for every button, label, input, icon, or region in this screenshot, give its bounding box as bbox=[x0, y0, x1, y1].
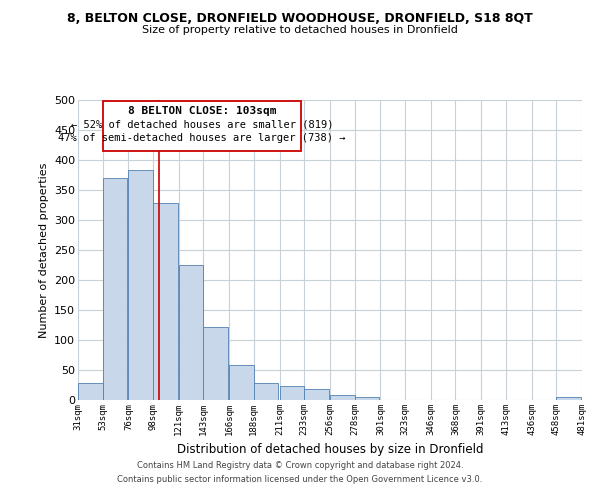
Bar bbox=[179, 265, 203, 400]
Text: Size of property relative to detached houses in Dronfield: Size of property relative to detached ho… bbox=[142, 25, 458, 35]
Bar bbox=[330, 395, 355, 400]
Text: 47% of semi-detached houses are larger (738) →: 47% of semi-detached houses are larger (… bbox=[58, 133, 346, 143]
Text: 8 BELTON CLOSE: 103sqm: 8 BELTON CLOSE: 103sqm bbox=[128, 106, 276, 116]
Bar bbox=[229, 365, 254, 400]
Bar bbox=[556, 397, 581, 400]
Bar bbox=[78, 383, 103, 400]
Text: ← 52% of detached houses are smaller (819): ← 52% of detached houses are smaller (81… bbox=[71, 120, 333, 130]
Bar bbox=[304, 389, 329, 400]
Y-axis label: Number of detached properties: Number of detached properties bbox=[38, 162, 49, 338]
Bar bbox=[203, 328, 228, 400]
Bar bbox=[103, 178, 127, 400]
Bar bbox=[355, 397, 379, 400]
FancyBboxPatch shape bbox=[103, 101, 301, 151]
Bar bbox=[254, 383, 278, 400]
Text: 8, BELTON CLOSE, DRONFIELD WOODHOUSE, DRONFIELD, S18 8QT: 8, BELTON CLOSE, DRONFIELD WOODHOUSE, DR… bbox=[67, 12, 533, 26]
Bar bbox=[153, 203, 178, 400]
Text: Contains HM Land Registry data © Crown copyright and database right 2024.: Contains HM Land Registry data © Crown c… bbox=[137, 461, 463, 470]
X-axis label: Distribution of detached houses by size in Dronfield: Distribution of detached houses by size … bbox=[177, 444, 483, 456]
Bar bbox=[128, 170, 153, 400]
Text: Contains public sector information licensed under the Open Government Licence v3: Contains public sector information licen… bbox=[118, 475, 482, 484]
Bar bbox=[280, 386, 304, 400]
